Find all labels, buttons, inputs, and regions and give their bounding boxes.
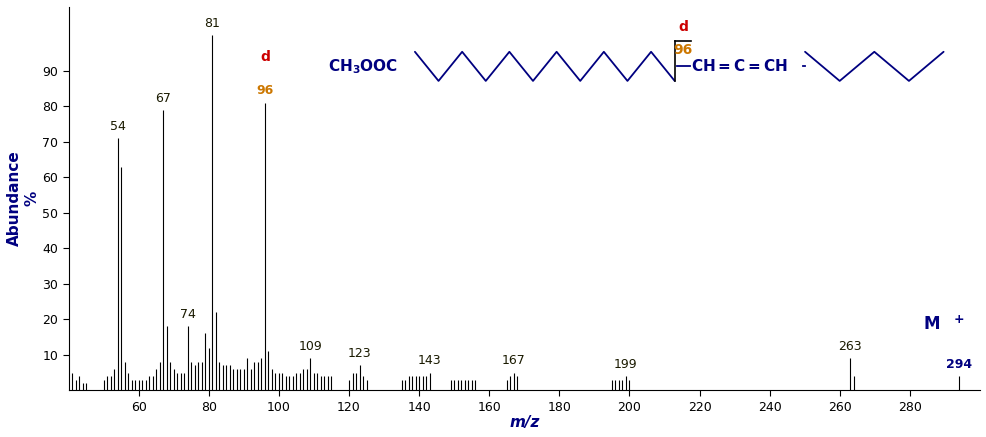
Text: 96: 96 <box>672 43 692 57</box>
Text: $\mathbf{CH=C=CH}$: $\mathbf{CH=C=CH}$ <box>690 59 788 74</box>
Text: +: + <box>952 313 963 326</box>
Text: 54: 54 <box>109 120 125 133</box>
Text: 96: 96 <box>256 84 273 97</box>
Text: 143: 143 <box>417 354 441 367</box>
Text: d: d <box>259 50 269 64</box>
Text: 109: 109 <box>298 340 322 353</box>
Text: $\mathbf{CH_3OOC}$: $\mathbf{CH_3OOC}$ <box>328 57 398 76</box>
Text: 123: 123 <box>347 347 371 360</box>
Text: 67: 67 <box>155 91 171 104</box>
Text: 263: 263 <box>838 340 862 353</box>
Y-axis label: Abundance
%: Abundance % <box>7 151 39 246</box>
Text: 167: 167 <box>502 354 526 367</box>
Text: M: M <box>923 316 940 333</box>
Text: 74: 74 <box>179 308 195 321</box>
Text: d: d <box>677 20 687 34</box>
Text: 81: 81 <box>204 17 220 30</box>
Text: 294: 294 <box>945 358 971 371</box>
Text: 199: 199 <box>613 358 637 371</box>
X-axis label: m/z: m/z <box>509 415 539 430</box>
